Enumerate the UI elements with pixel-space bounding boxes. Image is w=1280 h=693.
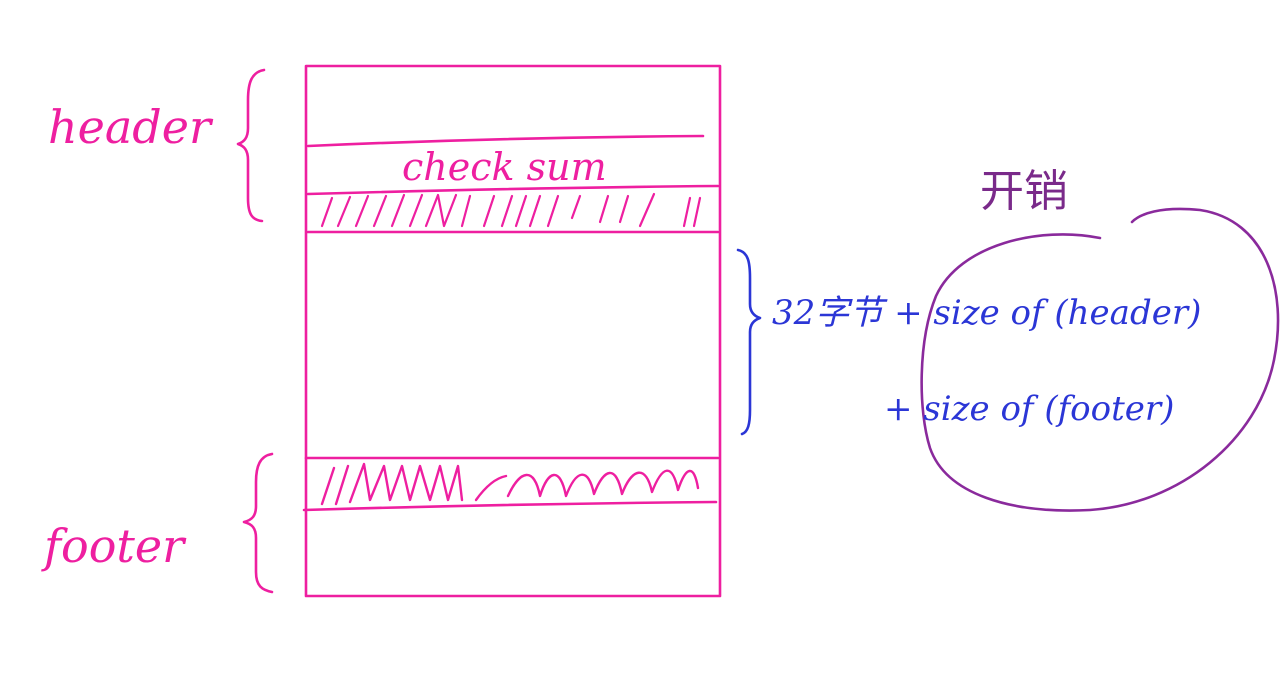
header-checksum-divider <box>306 134 705 148</box>
footer-label: footer <box>41 519 187 573</box>
overhead-label: 开销 <box>980 166 1068 217</box>
formula-line-1: 32字节 + size of (header) <box>772 293 1201 333</box>
footer-bottom-line <box>302 500 718 512</box>
footer-brace <box>242 452 274 594</box>
header-brace <box>236 68 266 223</box>
overhead-circle <box>920 207 1280 512</box>
formula-line-2: + size of (footer) <box>884 389 1174 429</box>
footer-hatching <box>320 462 700 506</box>
header-hatching <box>320 192 702 228</box>
payload-brace <box>736 248 762 436</box>
header-label: header <box>48 100 214 154</box>
checksum-label: check sum <box>402 145 607 189</box>
block-outline <box>304 64 722 598</box>
header-bottom-line <box>306 184 720 196</box>
